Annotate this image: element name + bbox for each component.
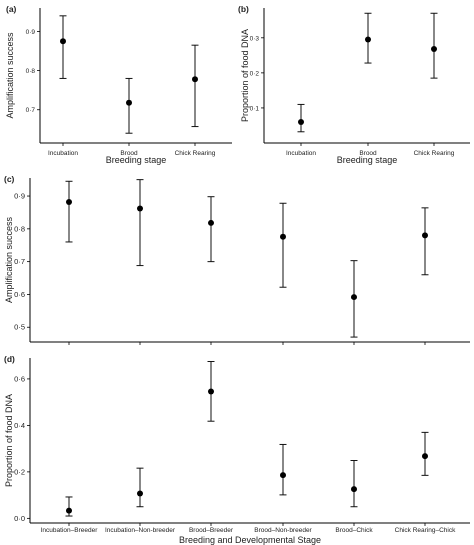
x-axis-title: Breeding stage (337, 155, 398, 165)
y-tick-label: 0·7 (14, 257, 25, 266)
x-category-label: Chick Rearing (414, 150, 455, 157)
panel-d-food-dna-by-stage: (d) 0·0 0·2 0·4 0·6 Incubation–Breeder Incubat… (4, 354, 470, 545)
x-category-label: Brood (120, 150, 138, 157)
y-tick-label: 0·2 (14, 467, 25, 476)
x-axis-title: Breeding stage (106, 155, 167, 165)
panel-a-amplification-by-breeding-stage: (a) 0·7 0·8 0·9 Incubation Brood Chick Rearing… (5, 4, 232, 165)
panel-b-food-dna-by-breeding-stage: (b) 0·1 0·2 0·3 Incubation Brood Chick Rearing… (238, 4, 470, 165)
data-point (298, 118, 304, 125)
y-tick-label: 0·4 (14, 421, 25, 430)
y-tick-label: 0·8 (26, 68, 36, 75)
y-tick-label: 0·8 (14, 224, 25, 233)
y-axis-title: Proportion of food DNA (4, 394, 14, 487)
data-point (280, 472, 286, 479)
y-tick-label: 0·0 (14, 514, 25, 523)
data-point (422, 453, 428, 460)
data-point (66, 198, 72, 205)
y-tick-label: 0·5 (14, 323, 25, 332)
data-point (422, 232, 428, 239)
y-axis-title: Amplification success (5, 32, 15, 119)
y-tick-label: 0·9 (14, 192, 25, 201)
data-point (126, 99, 132, 106)
panel-label: (a) (6, 4, 17, 14)
y-tick-label: 0·2 (250, 70, 260, 77)
panel-label: (d) (4, 354, 15, 364)
x-category-label: Brood (359, 150, 377, 157)
y-tick-label: 0·7 (26, 107, 36, 114)
data-point (351, 294, 357, 301)
y-tick-label: 0·3 (250, 35, 260, 42)
data-point (431, 46, 437, 53)
x-category-label: Chick Rearing (175, 150, 216, 157)
data-point (60, 38, 66, 45)
y-tick-label: 0·6 (14, 290, 25, 299)
data-point (351, 486, 357, 493)
y-tick-label: 0·1 (250, 105, 260, 112)
x-category-label: Brood–Non-breeder (254, 527, 312, 534)
panel-c-amplification-by-stage: (c) 0·5 0·6 0·7 0·8 0·9 Amplification success (4, 174, 470, 345)
data-point (208, 219, 214, 226)
y-tick-label: 0·6 (14, 374, 25, 383)
data-point (192, 76, 198, 83)
panel-label: (b) (238, 4, 249, 14)
data-point (137, 490, 143, 497)
y-axis-title: Amplification success (4, 216, 14, 303)
data-point (208, 388, 214, 395)
x-category-label: Incubation–Breeder (41, 527, 99, 534)
y-tick-label: 0·9 (26, 29, 36, 36)
x-category-label: Incubation–Non-breeder (105, 527, 176, 534)
x-category-label: Incubation (48, 150, 78, 157)
y-axis-title: Proportion of food DNA (240, 29, 250, 122)
data-point (365, 36, 371, 43)
x-category-label: Brood–Chick (335, 527, 373, 534)
x-category-label: Incubation (286, 150, 316, 157)
x-category-label: Chick Rearing–Chick (395, 527, 456, 534)
data-point (280, 233, 286, 240)
x-category-label: Brood–Breeder (189, 527, 234, 534)
data-point (66, 507, 72, 514)
data-point (137, 205, 143, 212)
panel-label: (c) (4, 174, 15, 184)
x-axis-title: Breeding and Developmental Stage (179, 535, 321, 545)
